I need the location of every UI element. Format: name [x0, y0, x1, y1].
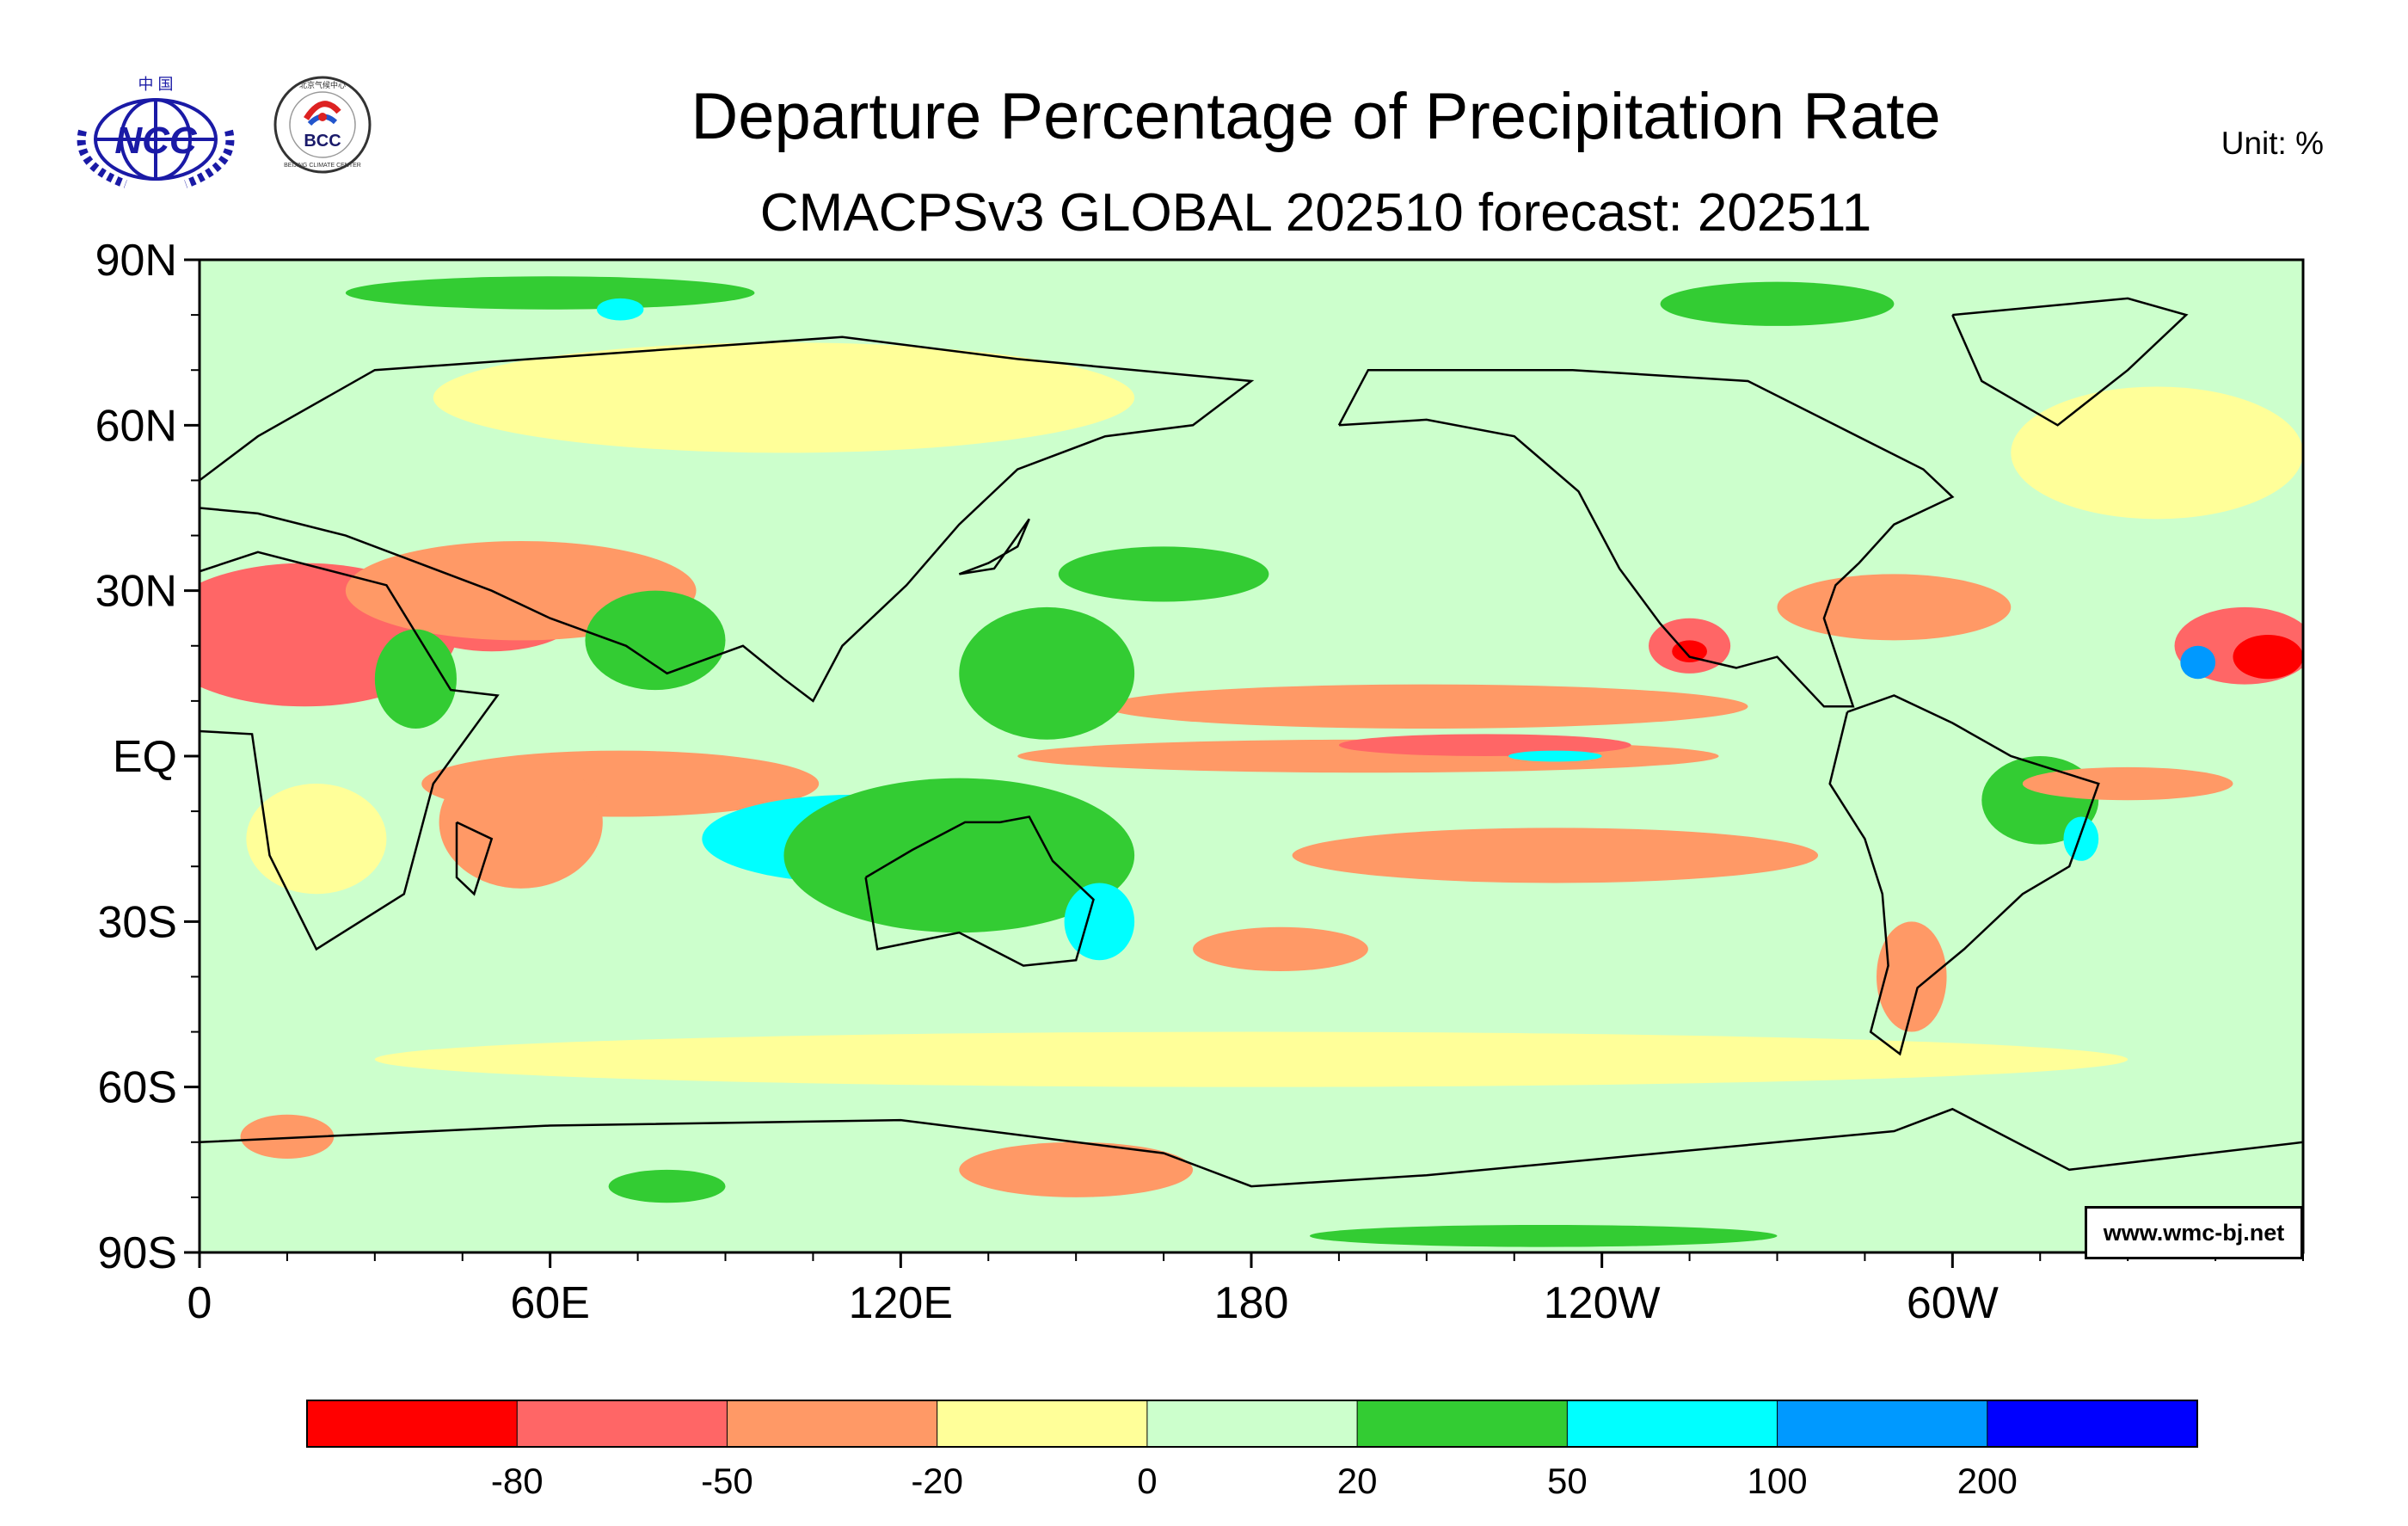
- field-region-arctic-green1: [345, 276, 755, 310]
- colorbar-label: 200: [1957, 1461, 2018, 1501]
- colorbar-swatch: [1777, 1400, 1987, 1447]
- field-region-india-green: [585, 590, 726, 691]
- field-region-arctic-green2: [1660, 281, 1895, 326]
- field-region-antarctic-dry2: [240, 1114, 335, 1160]
- ncc-logo-text: NCC: [114, 120, 198, 162]
- x-axis: 0 60E 120E 180 120W 60W: [187, 1252, 2304, 1328]
- field-region-pacific-cyan-strip: [1508, 750, 1602, 762]
- field-region-atlantic-wet: [2180, 645, 2216, 680]
- y-tick-label: 30S: [97, 897, 177, 947]
- colorbar-label: -20: [911, 1461, 963, 1501]
- y-axis: 90N 60N 30N EQ 30S 60S 90S: [95, 236, 200, 1278]
- x-tick-label: 0: [187, 1278, 212, 1328]
- field-region-w-pacific-green: [959, 606, 1135, 740]
- y-tick-label: 60N: [95, 401, 177, 451]
- eurasia-coast: [200, 335, 1255, 703]
- n-america-coast: [1337, 368, 1955, 708]
- x-tick-label: 120E: [849, 1278, 953, 1328]
- greenland-coast: [1951, 297, 2189, 427]
- field-region-antarctic-green2: [608, 1169, 726, 1203]
- y-tick-label: 30N: [95, 567, 177, 617]
- x-tick-label: 60W: [1907, 1278, 1999, 1328]
- colorbar-label: -50: [701, 1461, 753, 1501]
- colorbar: -80 -50 -20 0 20 50 100 200: [306, 1400, 2198, 1501]
- field-region-patagonia-dry: [1877, 921, 1947, 1032]
- field-region-e-aus-cyan: [1064, 883, 1135, 961]
- unit-label: Unit: %: [2221, 126, 2324, 161]
- field-region-antarctic-dry1: [959, 1141, 1194, 1197]
- africa-coast: [200, 551, 500, 951]
- colorbar-label: -80: [491, 1461, 544, 1501]
- bcc-logo-top-text: 北京气候中心: [299, 80, 346, 89]
- field-region-n-atlantic-yellow: [2011, 386, 2303, 520]
- chart-subtitle: CMACPSv3 GLOBAL 202510 forecast: 202511: [759, 183, 1872, 243]
- colorbar-label: 50: [1547, 1461, 1588, 1501]
- field-region-s-africa-yellow: [246, 784, 387, 895]
- colorbar-frame: [306, 1400, 2198, 1448]
- field-region-sw-indian-dry: [439, 756, 603, 889]
- chart-title: Departure Percentage of Precipitation Ra…: [691, 80, 1941, 153]
- y-tick-label: EQ: [113, 732, 177, 782]
- antarctica-coast: [200, 1107, 2303, 1188]
- japan-coast: [958, 518, 1030, 575]
- colorbar-label: 20: [1337, 1461, 1378, 1501]
- colorbar-swatch: [727, 1400, 937, 1447]
- colorbar-swatch: [517, 1400, 728, 1447]
- field-region-s-atlantic-dry: [2022, 766, 2233, 801]
- madagascar-coast: [455, 821, 494, 896]
- colorbar-swatch: [937, 1400, 1147, 1447]
- y-tick-label: 60S: [97, 1063, 177, 1113]
- field-region-sub-trop-atlantic-dry: [1777, 574, 2012, 641]
- field-region-southern-yellow: [374, 1031, 2128, 1087]
- colorbar-swatch: [1357, 1400, 1568, 1447]
- field-region-arctic-cyan: [597, 298, 644, 321]
- s-america-coast: [1828, 694, 2100, 1056]
- bcc-logo-text: BCC: [304, 132, 341, 151]
- colorbar-swatch: [1567, 1400, 1778, 1447]
- field-region-atlantic-dry-core: [2233, 634, 2303, 680]
- ncc-logo: NCC 中 国: [65, 71, 246, 191]
- colorbar-label: 100: [1748, 1461, 1808, 1501]
- x-tick-label: 180: [1214, 1278, 1289, 1328]
- field-region-australia-green: [783, 778, 1135, 933]
- colorbar-swatch: [307, 1400, 518, 1447]
- y-tick-label: 90S: [97, 1228, 177, 1278]
- field-region-s-pacific-dry: [1193, 926, 1368, 972]
- y-tick-label: 90N: [95, 236, 177, 286]
- website-label: www.wmc-bj.net: [2085, 1206, 2303, 1259]
- colorbar-swatch: [1146, 1400, 1358, 1447]
- field-region-east-africa-green: [374, 629, 457, 729]
- australia-coast: [864, 815, 1095, 967]
- x-tick-label: 60E: [510, 1278, 590, 1328]
- field-region-brazil-cyan: [2063, 816, 2099, 861]
- field-region-antarctic-green: [1309, 1224, 1778, 1247]
- precipitation-field: [200, 260, 2303, 1252]
- field-region-pacific-core-dry: [1338, 734, 1631, 757]
- coastlines: [200, 297, 2303, 1188]
- field-region-north-eurasia-yellow: [433, 342, 1135, 453]
- bcc-logo: BCC 北京气候中心 BEIJING CLIMATE CENTER: [272, 74, 373, 175]
- field-region-se-pacific-dry: [1292, 828, 1819, 883]
- x-tick-label: 120W: [1544, 1278, 1661, 1328]
- bcc-logo-ring-text: BEIJING CLIMATE CENTER: [284, 163, 361, 169]
- colorbar-label: 0: [1137, 1461, 1157, 1501]
- colorbar-swatch: [1987, 1400, 2197, 1447]
- field-region-n-pacific-green: [1058, 546, 1269, 602]
- field-region-pacific-itcz-dry: [1105, 684, 1748, 729]
- ncc-logo-top-text: 中 国: [138, 76, 173, 93]
